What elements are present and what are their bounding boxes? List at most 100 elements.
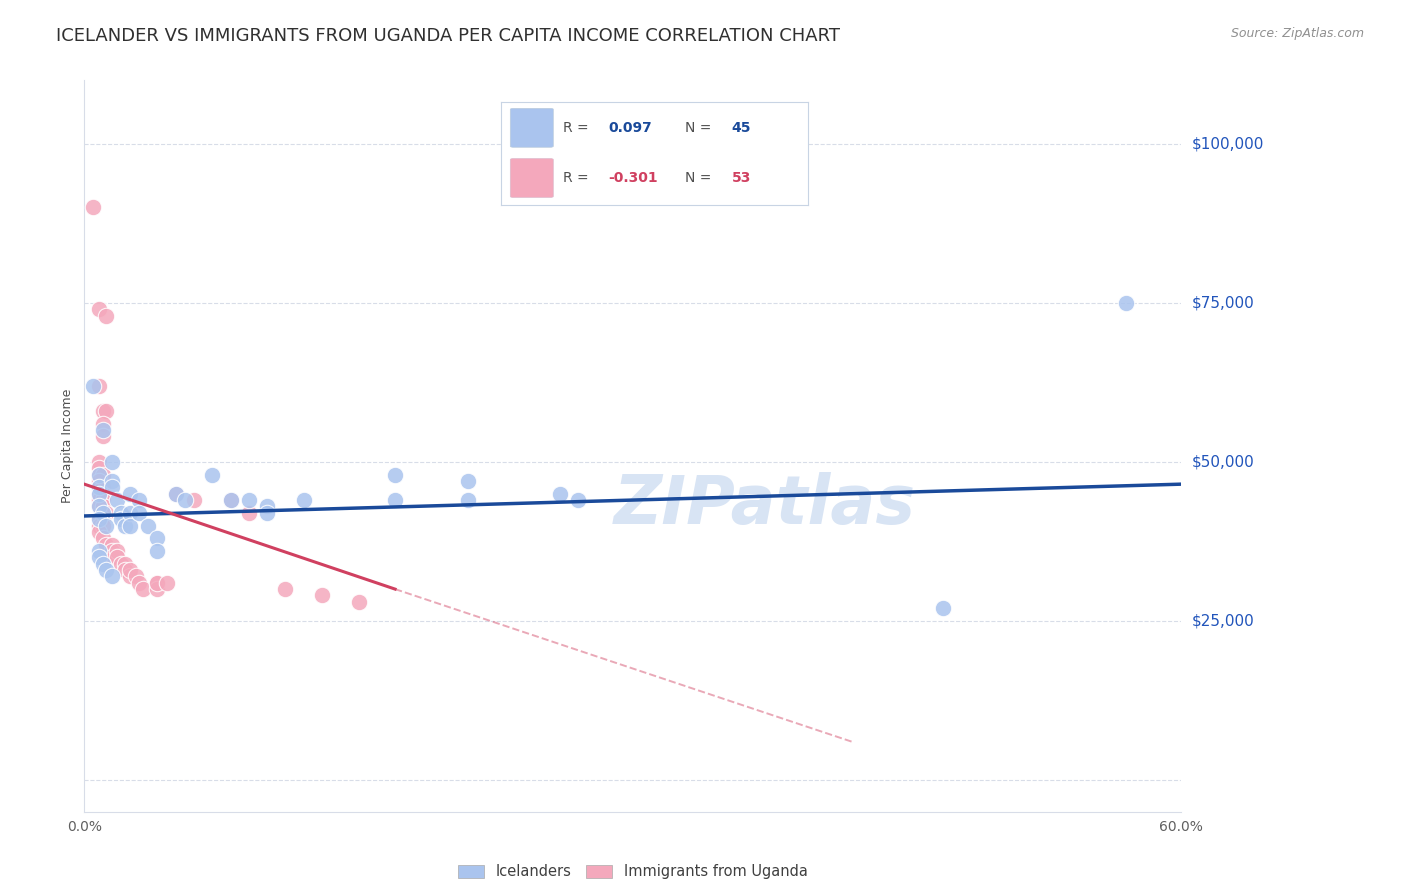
Text: $75,000: $75,000 xyxy=(1192,295,1256,310)
Point xyxy=(96,309,118,323)
Text: 53: 53 xyxy=(731,171,751,185)
Text: $25,000: $25,000 xyxy=(1192,614,1256,628)
Point xyxy=(82,201,105,215)
Point xyxy=(120,486,141,500)
Point xyxy=(87,467,110,482)
Legend: Icelanders, Immigrants from Uganda: Icelanders, Immigrants from Uganda xyxy=(451,858,814,885)
Point xyxy=(114,563,136,577)
Point xyxy=(91,467,114,482)
Point xyxy=(105,550,128,565)
Point xyxy=(87,544,110,558)
Point xyxy=(105,544,128,558)
Point xyxy=(91,493,114,508)
Point xyxy=(87,480,110,494)
Point xyxy=(87,524,110,539)
Point xyxy=(96,563,118,577)
Text: -0.301: -0.301 xyxy=(609,171,658,185)
Text: 0.097: 0.097 xyxy=(609,120,652,135)
Text: ZIPatlas: ZIPatlas xyxy=(613,472,915,538)
Point xyxy=(101,455,124,469)
Point xyxy=(87,461,110,475)
Point xyxy=(91,429,114,443)
Point xyxy=(128,575,150,590)
Point xyxy=(87,518,110,533)
Point xyxy=(87,302,110,317)
Point xyxy=(146,531,169,545)
Point xyxy=(174,493,197,508)
Text: R =: R = xyxy=(562,120,592,135)
Point xyxy=(91,500,114,514)
Point xyxy=(91,417,114,431)
Point xyxy=(96,404,118,418)
Point xyxy=(120,563,141,577)
Point xyxy=(110,557,132,571)
Point xyxy=(120,506,141,520)
Point xyxy=(114,518,136,533)
Point xyxy=(457,493,479,508)
Point xyxy=(96,518,118,533)
Text: 45: 45 xyxy=(731,120,751,135)
Text: N =: N = xyxy=(685,171,716,185)
Point xyxy=(256,506,278,520)
Point xyxy=(87,486,110,500)
FancyBboxPatch shape xyxy=(510,108,554,147)
Text: Source: ZipAtlas.com: Source: ZipAtlas.com xyxy=(1230,27,1364,40)
Point xyxy=(146,575,169,590)
Point xyxy=(457,474,479,488)
Point xyxy=(219,493,242,508)
Point xyxy=(91,423,114,437)
Point xyxy=(105,493,128,508)
Point xyxy=(82,378,105,392)
Point xyxy=(292,493,315,508)
Y-axis label: Per Capita Income: Per Capita Income xyxy=(60,389,75,503)
Point xyxy=(87,474,110,488)
Point xyxy=(101,544,124,558)
Point xyxy=(91,506,114,520)
Point xyxy=(238,506,260,520)
Point xyxy=(91,531,114,545)
Point xyxy=(87,500,110,514)
Point xyxy=(96,538,118,552)
Text: ICELANDER VS IMMIGRANTS FROM UGANDA PER CAPITA INCOME CORRELATION CHART: ICELANDER VS IMMIGRANTS FROM UGANDA PER … xyxy=(56,27,841,45)
Point xyxy=(101,550,124,565)
Point xyxy=(165,486,187,500)
Point xyxy=(87,493,110,508)
Point xyxy=(110,512,132,526)
FancyBboxPatch shape xyxy=(510,159,554,197)
Point xyxy=(384,493,406,508)
Point xyxy=(132,582,155,596)
Text: N =: N = xyxy=(685,120,716,135)
Point xyxy=(256,500,278,514)
Point xyxy=(91,486,114,500)
Point xyxy=(110,506,132,520)
Point xyxy=(124,569,146,583)
Point xyxy=(91,480,114,494)
Point xyxy=(138,518,160,533)
Point xyxy=(165,486,187,500)
Point xyxy=(87,500,110,514)
Point xyxy=(87,550,110,565)
Point xyxy=(156,575,179,590)
Point xyxy=(101,474,124,488)
Point xyxy=(384,467,406,482)
Point xyxy=(87,512,110,526)
Point xyxy=(274,582,297,596)
Point xyxy=(146,544,169,558)
Point xyxy=(146,575,169,590)
Point xyxy=(146,582,169,596)
Point xyxy=(932,601,955,615)
Point xyxy=(87,512,110,526)
Point xyxy=(91,512,114,526)
Point xyxy=(567,493,589,508)
Point xyxy=(91,404,114,418)
Point xyxy=(87,480,110,494)
Point xyxy=(311,589,333,603)
Point xyxy=(87,378,110,392)
Point xyxy=(120,518,141,533)
Point xyxy=(101,538,124,552)
Point xyxy=(91,557,114,571)
Point xyxy=(1115,296,1137,310)
Point xyxy=(114,557,136,571)
Point xyxy=(128,506,150,520)
Text: $100,000: $100,000 xyxy=(1192,136,1264,152)
